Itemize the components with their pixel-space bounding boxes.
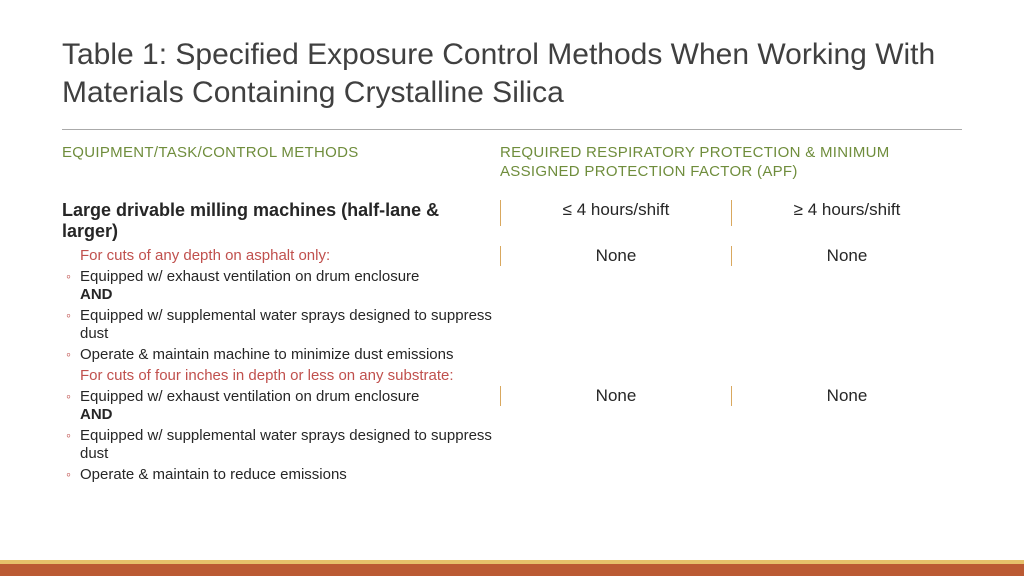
footer-accent-bar [0, 560, 1024, 576]
list-item: Operate & maintain machine to minimize d… [66, 346, 492, 364]
value-row-1: None None [500, 246, 962, 266]
list-item: Equipped w/ supplemental water sprays de… [66, 427, 492, 463]
value-cell: None [501, 386, 731, 406]
content-columns: EQUIPMENT/TASK/CONTROL METHODS Large dri… [62, 144, 962, 487]
right-section-heading: REQUIRED RESPIRATORY PROTECTION & MINIMU… [500, 144, 962, 200]
right-column: REQUIRED RESPIRATORY PROTECTION & MINIMU… [500, 144, 962, 487]
value-row-2: None None [500, 386, 962, 406]
bullet-list-1: Equipped w/ exhaust ventilation on drum … [66, 268, 492, 364]
shift-header-row: ≤ 4 hours/shift ≥ 4 hours/shift [500, 200, 962, 226]
bullet-text: Equipped w/ exhaust ventilation on drum … [80, 268, 419, 285]
task-title: Large drivable milling machines (half-la… [62, 200, 492, 241]
list-item: Equipped w/ exhaust ventilation on drum … [66, 388, 492, 424]
value-cell: None [731, 246, 962, 266]
subheading-2: For cuts of four inches in depth or less… [80, 367, 492, 386]
value-cell: None [731, 386, 962, 406]
subheading-1: For cuts of any depth on asphalt only: [80, 247, 492, 266]
left-column: EQUIPMENT/TASK/CONTROL METHODS Large dri… [62, 144, 492, 487]
shift-header-le: ≤ 4 hours/shift [501, 200, 731, 226]
slide-title: Table 1: Specified Exposure Control Meth… [62, 36, 962, 130]
list-item: Equipped w/ supplemental water sprays de… [66, 307, 492, 343]
shift-header-ge: ≥ 4 hours/shift [731, 200, 962, 226]
list-item: Equipped w/ exhaust ventilation on drum … [66, 268, 492, 304]
left-section-heading: EQUIPMENT/TASK/CONTROL METHODS [62, 144, 492, 200]
bullet-text: Equipped w/ exhaust ventilation on drum … [80, 388, 419, 405]
slide: Table 1: Specified Exposure Control Meth… [0, 0, 1024, 576]
bullet-and: AND [80, 286, 113, 303]
list-item: Operate & maintain to reduce emissions [66, 466, 492, 484]
value-cell: None [501, 246, 731, 266]
bullet-and: AND [80, 406, 113, 423]
bullet-list-2: Equipped w/ exhaust ventilation on drum … [66, 388, 492, 484]
